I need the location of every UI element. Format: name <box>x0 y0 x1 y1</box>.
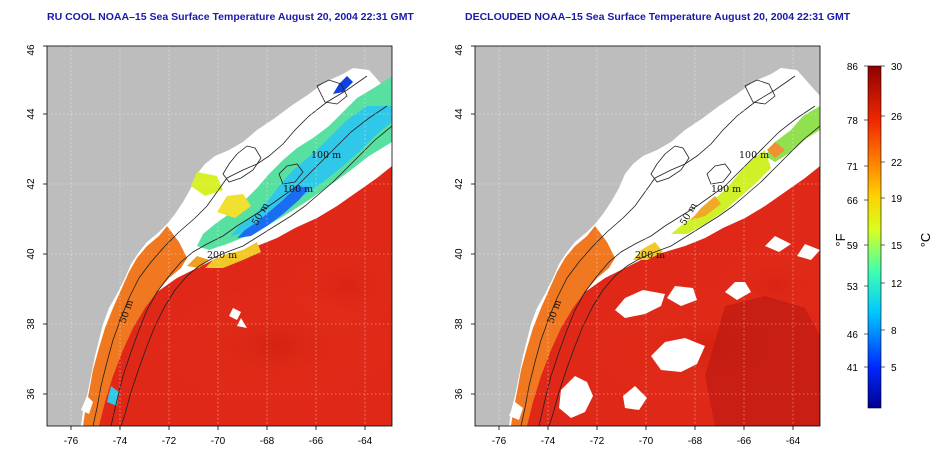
right-lat-tick-labels: 36 38 40 42 44 46 <box>454 44 465 400</box>
colorbar-f-tick: 86 <box>847 62 859 73</box>
left-lon-tick-label: -68 <box>260 436 275 447</box>
left-lat-tick-label: 38 <box>26 318 37 330</box>
colorbar-f-tick: 78 <box>847 116 859 127</box>
contour-label-100m-a: 100 m <box>311 150 341 161</box>
colorbar-c-tick: 26 <box>891 112 903 123</box>
temperature-colorbar: 86 78 71 66 59 53 46 41 30 26 22 19 15 1… <box>833 62 933 409</box>
right-lat-tick-label: 46 <box>454 44 465 56</box>
left-lat-tick-label: 46 <box>26 44 37 56</box>
left-lat-tick-labels: 36 38 40 42 44 46 <box>26 44 37 400</box>
colorbar-unit-fahrenheit: °F <box>833 233 848 246</box>
left-lon-tick-label: -72 <box>162 436 177 447</box>
left-lat-tick-label: 44 <box>26 108 37 120</box>
right-lon-tick-label: -64 <box>786 436 801 447</box>
right-lon-tick-label: -70 <box>639 436 654 447</box>
left-lat-tick-label: 40 <box>26 248 37 260</box>
colorbar-c-tick: 15 <box>891 241 903 252</box>
left-lon-tick-label: -64 <box>358 436 373 447</box>
left-lon-tick-labels: -76 -74 -72 -70 -68 -66 -64 <box>64 436 373 447</box>
colorbar-c-tick: 12 <box>891 279 903 290</box>
left-lat-tick-label: 36 <box>26 388 37 400</box>
contour-label-100m-b: 100 m <box>711 184 741 195</box>
colorbar-c-tick: 22 <box>891 158 903 169</box>
contour-label-200m: 200 m <box>635 250 665 261</box>
right-lat-tick-label: 38 <box>454 318 465 330</box>
contour-label-100m-b: 100 m <box>283 184 313 195</box>
contour-label-100m-a: 100 m <box>739 150 769 161</box>
left-lon-tick-label: -66 <box>309 436 324 447</box>
right-lon-tick-label: -74 <box>541 436 556 447</box>
right-lat-tick-label: 44 <box>454 108 465 120</box>
left-lat-tick-label: 42 <box>26 178 37 190</box>
left-lon-tick-label: -76 <box>64 436 79 447</box>
right-map-title: DECLOUDED NOAA–15 Sea Surface Temperatur… <box>465 11 851 23</box>
right-lat-tick-label: 42 <box>454 178 465 190</box>
contour-label-200m: 200 m <box>207 250 237 261</box>
right-lon-tick-labels: -76 -74 -72 -70 -68 -66 -64 <box>492 436 801 447</box>
right-lat-tick-label: 40 <box>454 248 465 260</box>
colorbar-gradient <box>867 65 882 409</box>
colorbar-c-tick: 19 <box>891 194 903 205</box>
left-map-title: RU COOL NOAA–15 Sea Surface Temperature … <box>47 11 414 23</box>
colorbar-c-tick: 5 <box>891 363 897 374</box>
left-lon-tick-label: -74 <box>113 436 128 447</box>
left-map-axes <box>43 45 366 430</box>
right-lon-tick-label: -72 <box>590 436 605 447</box>
right-lon-tick-label: -66 <box>737 436 752 447</box>
right-lon-tick-label: -76 <box>492 436 507 447</box>
colorbar-f-tick: 59 <box>847 241 859 252</box>
colorbar-f-tick: 53 <box>847 282 859 293</box>
colorbar-f-tick: 46 <box>847 330 859 341</box>
right-sst-map: 100 m 100 m 200 m 50 m 50 m <box>475 46 820 426</box>
colorbar-c-tick: 8 <box>891 326 897 337</box>
left-lon-tick-label: -70 <box>211 436 226 447</box>
right-map-axes <box>471 45 794 430</box>
colorbar-f-tick: 66 <box>847 196 859 207</box>
colorbar-c-tick: 30 <box>891 62 903 73</box>
right-lat-tick-label: 36 <box>454 388 465 400</box>
left-sst-map: 100 m 100 m 200 m 50 m 50 m <box>47 46 392 426</box>
colorbar-unit-celsius: °C <box>918 233 933 248</box>
right-lon-tick-label: -68 <box>688 436 703 447</box>
colorbar-f-tick: 41 <box>847 363 859 374</box>
colorbar-f-tick: 71 <box>847 162 859 173</box>
